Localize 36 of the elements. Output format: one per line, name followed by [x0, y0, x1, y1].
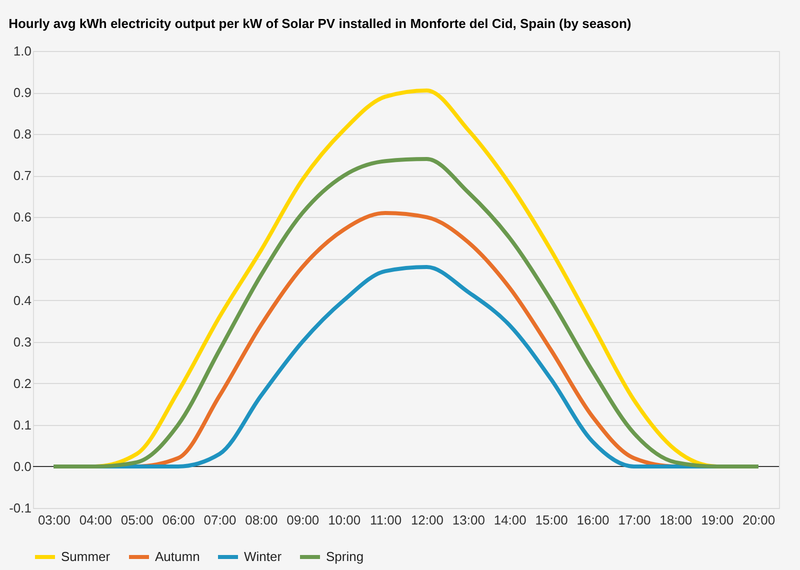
- x-tick-label: 03:00: [38, 512, 70, 528]
- y-tick-label: 0.3: [13, 334, 32, 350]
- y-tick-label: 0.4: [13, 292, 32, 308]
- x-tick-label: 08:00: [245, 512, 278, 528]
- x-tick-label: 07:00: [204, 512, 236, 528]
- x-tick-label: 16:00: [576, 512, 610, 528]
- legend-label: Spring: [326, 549, 364, 564]
- y-tick-label: 0.9: [13, 85, 32, 100]
- line-series: [52, 157, 760, 468]
- y-tick-label: 0.5: [13, 251, 32, 266]
- y-tick-label: 0.7: [13, 168, 32, 184]
- x-tick-label: 15:00: [535, 512, 568, 528]
- x-tick-label: 06:00: [162, 512, 195, 528]
- x-tick-label: 09:00: [286, 512, 320, 528]
- x-tick-label: 14:00: [494, 512, 526, 528]
- x-tick-label: 18:00: [660, 512, 692, 528]
- chart-title: Hourly avg kWh electricity output per kW of Solar PV installed in Monforte del Cid, Spain (by season): [8, 16, 632, 31]
- legend-label: Summer: [61, 549, 111, 564]
- legend-label: Autumn: [155, 549, 200, 564]
- y-tick-label: 0.0: [13, 458, 32, 474]
- x-tick-label: 19:00: [701, 512, 734, 528]
- x-tick-label: 10:00: [328, 512, 361, 528]
- x-tick-label: 05:00: [120, 512, 154, 528]
- x-tick-label: 13:00: [452, 512, 485, 528]
- y-tick-label: -0.1: [9, 500, 32, 516]
- y-tick-label: 0.2: [13, 376, 32, 391]
- y-tick-label: 0.8: [13, 126, 32, 142]
- x-tick-label: 11:00: [370, 512, 402, 528]
- y-tick-label: 0.1: [13, 417, 32, 432]
- x-tick-label: 20:00: [742, 512, 776, 528]
- legend-label: Winter: [244, 549, 282, 564]
- x-tick-label: 12:00: [410, 512, 444, 528]
- y-tick-label: 0.6: [13, 210, 32, 225]
- y-tick-label: 1.0: [13, 44, 32, 58]
- x-tick-label: 04:00: [79, 512, 112, 528]
- x-tick-label: 17:00: [618, 512, 651, 528]
